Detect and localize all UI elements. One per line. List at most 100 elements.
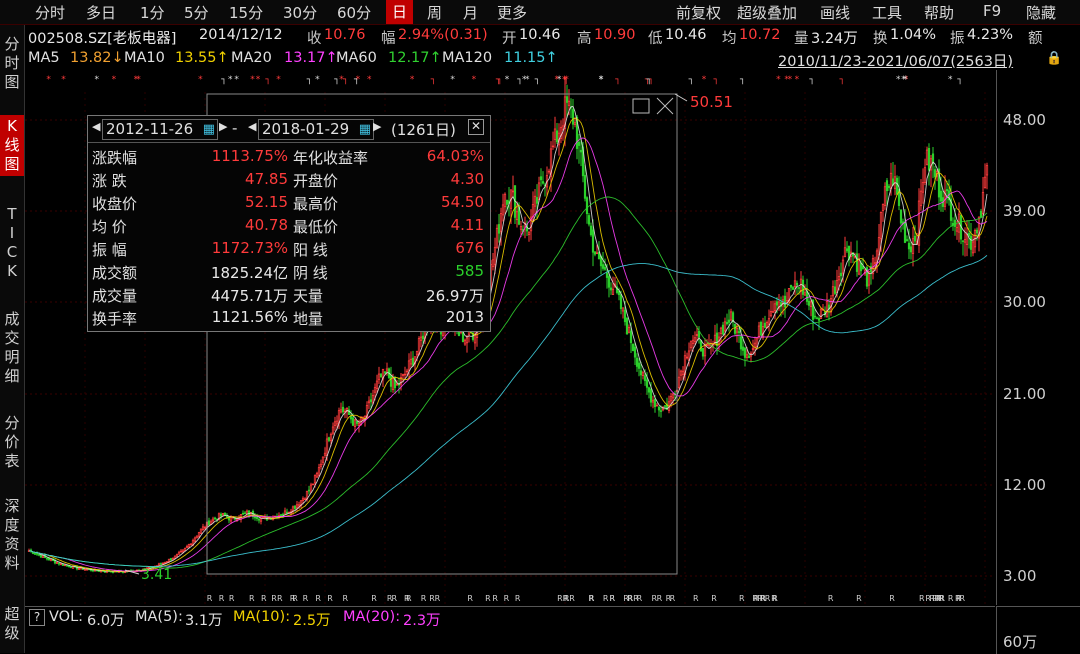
candle-body (341, 406, 345, 413)
sidebar-item-5[interactable]: 深 度 资 料 (4, 497, 20, 572)
stat-value: 676 (455, 239, 484, 257)
period-tab-1[interactable]: 多日 (86, 4, 117, 22)
candle-body (925, 149, 929, 165)
candle-body (243, 512, 247, 515)
candle-body (463, 339, 467, 345)
candle-body (931, 153, 935, 165)
help-icon[interactable]: ? (29, 609, 45, 626)
calendar-icon[interactable]: ▦ (358, 122, 371, 137)
turnover-label: 换 (873, 31, 888, 47)
sidebar-item-0[interactable]: 分 时 图 (4, 35, 20, 91)
sidebar-item-2[interactable]: T I C K (6, 205, 18, 280)
candle-body (727, 319, 731, 323)
dividend-marker: R (932, 594, 938, 603)
candle-body (733, 323, 737, 334)
candle-body (811, 299, 815, 320)
dividend-marker: R (761, 594, 767, 603)
stat-value: 64.03% (426, 147, 484, 165)
period-tab-4[interactable]: 15分 (229, 4, 264, 22)
toolbar-item-6[interactable]: 隐藏 (1026, 4, 1057, 22)
dividend-marker: R (277, 594, 283, 603)
toolbar-item-4[interactable]: 帮助 (924, 4, 955, 22)
event-marker: * (136, 75, 141, 85)
change-value: 2.94%(0.31) (398, 27, 488, 43)
stat-label: 涨 跌 (92, 172, 127, 190)
candle-body (553, 128, 557, 140)
candle-body (775, 301, 779, 306)
close-icon[interactable]: ✕ (468, 119, 484, 135)
period-tab-3[interactable]: 5分 (184, 4, 209, 22)
candle-body (537, 182, 541, 201)
period-tab-10[interactable]: 更多 (497, 4, 528, 22)
period-tab-6[interactable]: 60分 (337, 4, 372, 22)
candle-body (911, 238, 915, 254)
period-tab-7[interactable]: 日 (386, 0, 414, 24)
candle-body (503, 193, 507, 208)
candle-body (399, 377, 403, 385)
candle-body (819, 308, 823, 319)
kline-chart[interactable]: 50.513.41* *┐* *┐ ┐ *┐** ┐* * ┐* ┐* * * ** ** * ┐** * **… (25, 70, 995, 605)
toolbar-item-5[interactable]: F9 (983, 2, 1002, 20)
high-value: 10.90 (594, 27, 636, 43)
period-tab-5[interactable]: 30分 (283, 4, 318, 22)
toolbar-item-1[interactable]: 超级叠加 (737, 4, 798, 22)
candle-body (175, 554, 179, 557)
event-marker: * (795, 75, 800, 85)
dividend-marker: R (670, 594, 676, 603)
candle-body (413, 356, 417, 365)
date-range-link[interactable]: 2010/11/23-2021/06/07(2563日) (778, 54, 1014, 70)
period-tab-9[interactable]: 月 (463, 4, 479, 22)
candle-body (199, 528, 203, 534)
sidebar-item-3[interactable]: 成 交 明 细 (4, 310, 20, 385)
candle-body (161, 562, 165, 565)
candle-body (211, 518, 215, 522)
candle-body (565, 96, 569, 103)
stat-value: 54.50 (441, 193, 484, 211)
lock-icon[interactable]: 🔒 (1046, 51, 1063, 66)
candle-body (535, 197, 539, 204)
candle-body (159, 563, 163, 565)
period-tab-0[interactable]: 分时 (35, 4, 66, 22)
candle-body (909, 246, 913, 253)
toolbar-item-0[interactable]: 前复权 (676, 4, 722, 22)
min-pointer (124, 569, 140, 575)
candle-body (899, 209, 903, 224)
dividend-marker: R (219, 594, 225, 603)
calendar-icon[interactable]: ▦ (202, 122, 215, 137)
period-tab-2[interactable]: 1分 (140, 4, 165, 22)
candle-body (867, 271, 871, 286)
candle-body (355, 420, 359, 424)
sidebar-item-1[interactable]: K 线 图 (0, 115, 24, 176)
change-label: 幅 (381, 31, 396, 47)
dividend-marker: R (406, 594, 412, 603)
toolbar-item-2[interactable]: 画线 (820, 4, 851, 22)
event-marker: ┐ (956, 75, 962, 85)
next-arrow-icon[interactable]: ▶ (219, 120, 228, 133)
candle-body (713, 334, 717, 343)
candle-body (653, 398, 657, 408)
dividend-marker: R (563, 594, 569, 603)
candle-body (611, 288, 615, 295)
start-date-field[interactable]: 2012-11-26 ▦ (102, 119, 218, 140)
dividend-marker: R (207, 594, 213, 603)
selection-rect (206, 93, 678, 575)
ma10-value: 13.55↑ (175, 50, 229, 66)
prev-arrow-icon[interactable]: ◀ (92, 120, 101, 133)
event-marker: ┐ (688, 75, 694, 85)
candle-body (165, 561, 169, 563)
candle-body (699, 340, 703, 352)
candle-body (617, 290, 621, 296)
candle-body (655, 404, 659, 407)
prev-end-arrow-icon[interactable]: ◀ (248, 120, 257, 133)
price-axis: 48.00 39.00 30.00 21.00 12.00 3.00 (996, 70, 1080, 605)
sidebar-item-6[interactable]: 超 级 (4, 605, 20, 642)
next-end-arrow-icon[interactable]: ▶ (373, 120, 382, 133)
period-tab-8[interactable]: 周 (427, 4, 443, 22)
dividend-marker: R (752, 594, 758, 603)
toolbar-item-3[interactable]: 工具 (872, 4, 903, 22)
sidebar-item-4[interactable]: 分 价 表 (4, 414, 20, 470)
event-marker: * (356, 75, 361, 85)
left-sidebar: 分 时 图 K 线 图 T I C K 成 交 明 细分 价 表深 度 资 料超 级 (0, 25, 25, 653)
end-date-field[interactable]: 2018-01-29 ▦ (258, 119, 374, 140)
candle-body (885, 180, 889, 192)
